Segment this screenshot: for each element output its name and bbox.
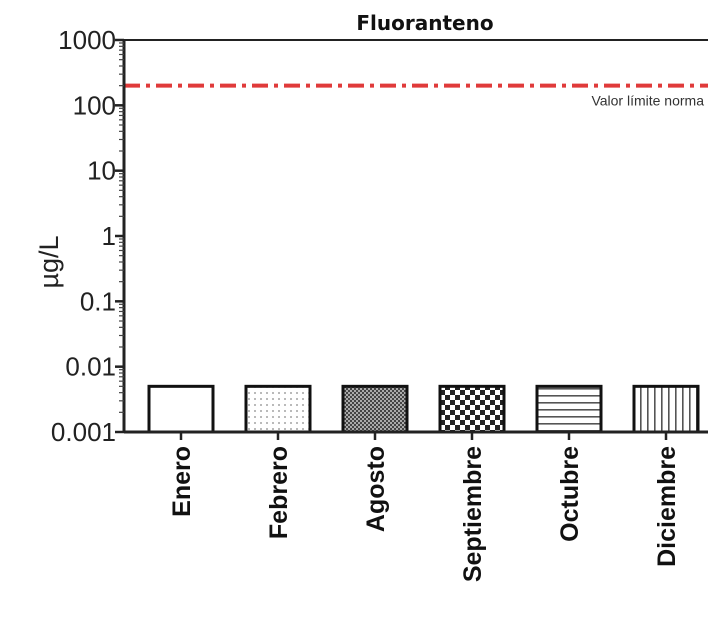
bar: [244, 384, 312, 434]
chart-title: Fluoranteno: [356, 11, 493, 35]
y-tick-label: 100: [73, 90, 116, 120]
x-category-label-group: Diciembre: [653, 446, 681, 567]
x-category-label-group: Febrero: [265, 446, 293, 539]
x-category-label: Enero: [168, 446, 196, 517]
reference-line-group: Valor límite norma: [124, 83, 708, 109]
y-axis-label-group: µg/L: [34, 235, 64, 288]
y-tick-label: 0.01: [65, 352, 116, 382]
bars-group: [147, 384, 700, 434]
y-ticks-group: 1000 100 10 1 0.1 0.01 0.001: [51, 25, 124, 447]
y-tick-label: 1: [102, 221, 116, 251]
x-categories-group: Enero Febrero Agosto Septiembre Octubre Dicie…: [168, 432, 681, 582]
x-category-label-group: Septiembre: [459, 446, 487, 582]
x-category-label: Septiembre: [459, 446, 487, 582]
x-category-label: Octubre: [556, 446, 584, 542]
x-category-label-group: Octubre: [556, 446, 584, 542]
y-tick-label: 0.001: [51, 417, 116, 447]
bar: [535, 384, 603, 434]
y-axis-label: µg/L: [34, 235, 64, 288]
bar: [632, 384, 700, 434]
x-category-label: Diciembre: [653, 446, 681, 567]
bar: [147, 384, 215, 434]
x-category-label-group: Enero: [168, 446, 196, 517]
bar: [341, 384, 409, 434]
y-tick-label: 1000: [58, 25, 116, 55]
reference-line-label: Valor límite norma: [591, 93, 704, 109]
x-category-label-group: Agosto: [362, 446, 390, 532]
x-category-label: Agosto: [362, 446, 390, 532]
bar: [438, 384, 506, 434]
y-tick-label: 0.1: [80, 286, 116, 316]
x-category-label: Febrero: [265, 446, 293, 539]
y-tick-label: 10: [87, 156, 116, 186]
